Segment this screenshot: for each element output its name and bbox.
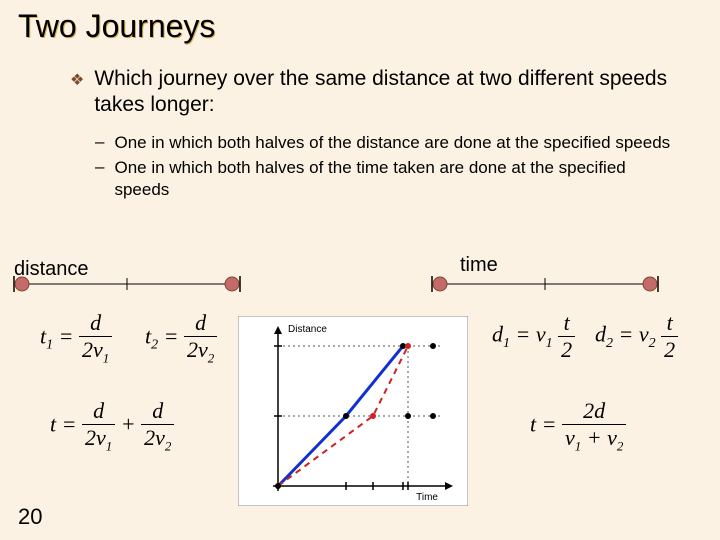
sub-bullet-list: – One in which both halves of the distan…	[95, 132, 675, 204]
sub-text-2: One in which both halves of the time tak…	[114, 157, 675, 200]
sub-text-1: One in which both halves of the distance…	[114, 132, 670, 153]
formula-t2: t2 = d2v2	[145, 310, 217, 366]
distance-bracket	[12, 272, 244, 296]
sub-bullet-item: – One in which both halves of the time t…	[95, 157, 675, 200]
sub-bullet-item: – One in which both halves of the distan…	[95, 132, 675, 153]
slide-title: Two Journeys	[18, 8, 215, 45]
formula-d2: d2 = v2 t2	[595, 310, 678, 363]
diamond-bullet-icon: ❖	[70, 70, 84, 90]
dash-icon: –	[95, 132, 104, 152]
dash-icon: –	[95, 157, 104, 177]
formula-t-sum: t = d2v1 + d2v2	[50, 398, 174, 454]
formula-t-eq: t = 2dv1 + v2	[530, 398, 626, 454]
time-bracket	[430, 272, 662, 296]
svg-text:Distance: Distance	[288, 324, 327, 335]
svg-text:Time: Time	[416, 492, 438, 503]
page-number: 20	[18, 504, 42, 530]
formula-t1: t1 = d2v1	[40, 310, 112, 366]
distance-time-chart: Distance Time	[238, 316, 468, 506]
main-question-text: Which journey over the same distance at …	[94, 66, 674, 119]
main-bullet: ❖ Which journey over the same distance a…	[70, 66, 674, 119]
formula-d1: d1 = v1 t2	[492, 310, 575, 363]
